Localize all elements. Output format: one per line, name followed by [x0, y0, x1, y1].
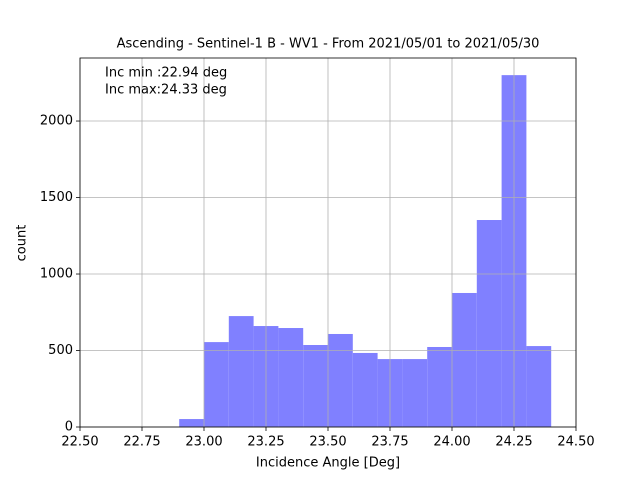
- y-tick-label: 1500: [40, 190, 73, 205]
- x-tick-label: 24.00: [433, 435, 470, 450]
- bar: [204, 342, 229, 427]
- x-axis-label: Incidence Angle [Deg]: [256, 456, 400, 471]
- bar: [278, 328, 304, 427]
- annotation: Inc max:24.33 deg: [105, 83, 227, 98]
- bar: [427, 346, 452, 427]
- x-tick-label: 24.25: [495, 435, 532, 450]
- y-tick-label: 2000: [40, 114, 73, 129]
- bar: [303, 345, 328, 427]
- bar: [476, 220, 502, 427]
- bar: [228, 316, 254, 427]
- bar: [402, 359, 428, 427]
- bar: [328, 333, 353, 427]
- x-tick-label: 24.50: [557, 435, 594, 450]
- x-tick-label: 23.75: [371, 435, 408, 450]
- y-axis-label: count: [15, 225, 30, 262]
- bar: [179, 419, 204, 427]
- x-tick-label: 22.75: [123, 435, 160, 450]
- x-tick-label: 23.25: [247, 435, 284, 450]
- x-tick-label: 23.50: [309, 435, 346, 450]
- bar: [352, 352, 378, 427]
- y-tick-label: 500: [48, 343, 73, 358]
- y-tick-label: 1000: [40, 267, 73, 282]
- x-tick-label: 22.50: [61, 435, 98, 450]
- bar: [526, 346, 552, 427]
- y-tick-label: 0: [65, 420, 73, 435]
- x-tick-label: 23.00: [185, 435, 222, 450]
- chart-title: Ascending - Sentinel-1 B - WV1 - From 20…: [117, 37, 540, 52]
- bar: [452, 292, 477, 427]
- plot-frame: [79, 57, 577, 428]
- annotation: Inc min :22.94 deg: [105, 66, 227, 81]
